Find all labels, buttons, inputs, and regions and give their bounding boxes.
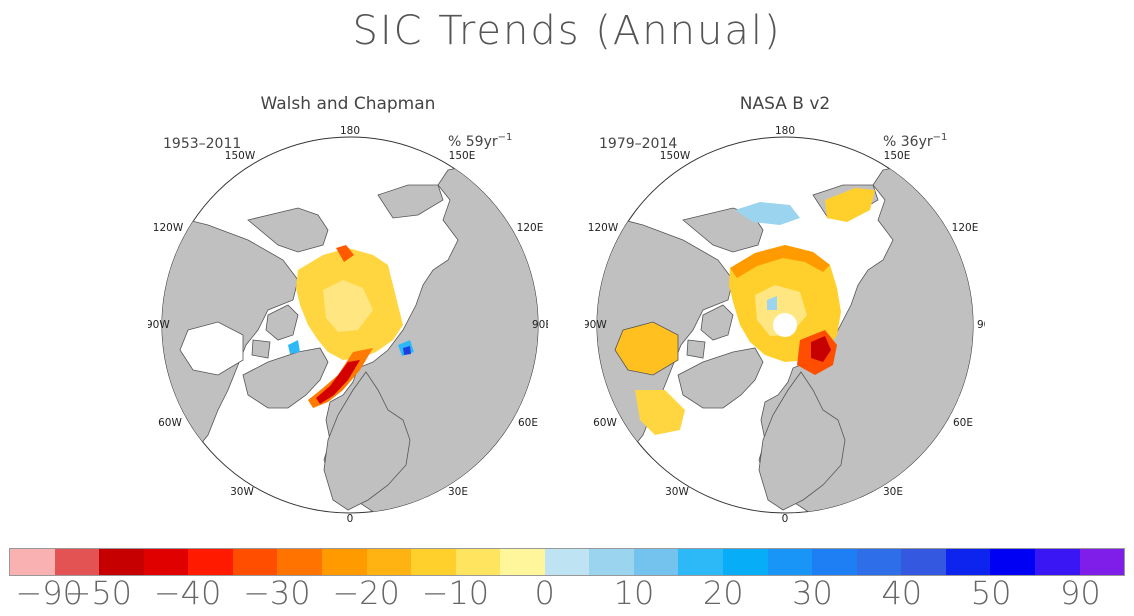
tick-0: 0 [347,513,354,525]
land-archipelago [686,304,734,359]
period-label: 1953–2011 [163,136,241,152]
land-alaska [682,207,764,253]
sea-ice-labrador [635,390,685,435]
units-label: % 36yr−1 [883,132,947,150]
colorbar-swatch [10,549,55,575]
colorbar-label: 30 [792,574,833,612]
sea-ice-trend-light [323,280,373,332]
colorbar-label: 20 [702,574,744,612]
tick-120w: 120W [588,222,619,234]
colorbar-label: −30 [243,574,311,612]
colorbar-swatch [945,549,991,575]
colorbar-label: −40 [153,574,222,612]
tick-60w: 60W [158,417,182,429]
tick-90w: 90W [585,319,607,331]
tick-150w: 150W [225,150,256,162]
tick-90e: 90E [532,319,548,331]
tick-120w: 120W [153,222,184,234]
colorbar-label: 50 [970,574,1012,612]
colorbar-label: −20 [332,574,400,612]
period-label: 1979–2014 [599,136,677,152]
water-hudson-bay [179,321,244,376]
colorbar-swatch [99,549,144,575]
colorbar-swatch [500,549,545,575]
main-title: SIC Trends (Annual) [352,8,782,54]
colorbar-swatch [812,549,857,575]
tick-150e: 150E [449,150,476,162]
pole-hole [773,313,797,337]
colorbar-swatch [277,549,322,575]
colorbar-swatch [678,549,723,575]
colorbar-swatch [321,549,367,575]
land-archipelago [251,304,299,359]
colorbar-swatch [411,549,456,575]
sea-ice-trend-strong-decline [316,360,360,404]
land-europe [758,371,846,511]
colorbar-swatch [1079,549,1125,575]
colorbar-label: 10 [613,574,655,612]
tick-30w: 30W [665,486,689,498]
colorbar-swatch [856,549,902,575]
sea-ice-trend-top [336,245,354,262]
colorbar-swatch [232,549,278,575]
colorbar-label: −10 [421,574,490,612]
map-panel-walsh-chapman: Walsh and Chapman [148,90,548,530]
colorbar-swatch [589,549,634,575]
land-chukotka [377,184,444,219]
tick-30w: 30W [230,486,254,498]
polar-map-nasa-b-v2: 180 150W 150E 120W 120E 90W 90E 60W 60E … [585,125,985,525]
tick-150e: 150E [884,150,911,162]
map-title: Walsh and Chapman [260,94,436,114]
tick-30e: 30E [448,486,468,498]
sea-ice-trend-increase-strong [403,346,411,355]
colorbar-label: −50 [64,574,133,612]
colorbar-swatch [1034,549,1080,575]
sea-ice-trend-increase [735,202,800,310]
sea-ice-okhotsk [825,188,875,222]
sea-ice-hudson-bay [614,321,679,376]
colorbar-label: 40 [881,574,923,612]
colorbar-swatch [633,549,679,575]
colorbar-swatch [901,549,946,575]
colorbar-swatch [366,549,412,575]
colorbar-swatch [544,549,590,575]
colorbar-label: 0 [534,574,555,612]
land-greenland [242,347,329,409]
colorbar-swatch [990,549,1035,575]
colorbar-swatch [54,549,100,575]
colorbar-labels: −90 −50 −40 −30 −20 −10 0 10 20 30 40 50 90 [0,574,1134,614]
map-panel-nasa-b-v2: NASA B v2 [585,90,985,530]
tick-60e: 60E [518,417,538,429]
land-europe [323,371,411,511]
tick-60w: 60W [593,417,617,429]
colorbar-swatch [143,549,189,575]
units-label: % 59yr−1 [448,132,512,150]
colorbar-label: −90 [15,574,83,612]
tick-120e: 120E [517,222,544,234]
tick-90w: 90W [148,319,170,331]
tick-180: 180 [775,125,795,137]
colorbar-swatch [188,549,233,575]
tick-60e: 60E [953,417,973,429]
land-alaska [247,207,329,253]
colorbar-label: 90 [1060,574,1101,612]
sea-ice-trend-rim [730,245,830,278]
polar-map-walsh-chapman: 180 150W 150E 120W 120E 90W 90E 60W 60E … [148,125,548,525]
colorbar-swatch [767,549,813,575]
colorbar-swatch [723,549,768,575]
land-greenland [677,347,764,409]
tick-0: 0 [782,513,789,525]
sea-ice-trend-strong-decline [811,336,831,362]
colorbar [9,548,1125,576]
tick-150w: 150W [660,150,691,162]
colorbar-swatch [455,549,501,575]
tick-90e: 90E [977,319,985,331]
tick-120e: 120E [952,222,979,234]
tick-30e: 30E [883,486,903,498]
tick-180: 180 [340,125,360,137]
map-title: NASA B v2 [739,94,831,114]
